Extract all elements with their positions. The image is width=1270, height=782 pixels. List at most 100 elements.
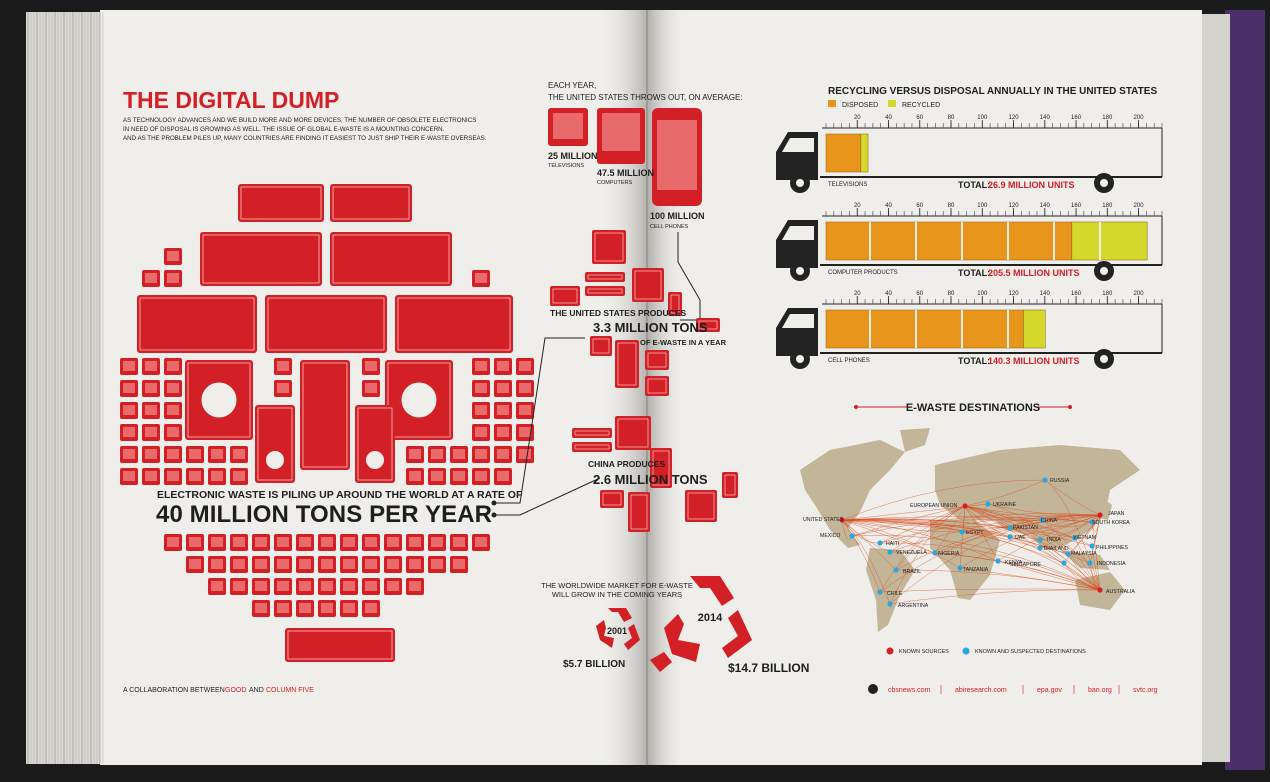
- rate-lead: ELECTRONIC WASTE IS PILING UP AROUND THE…: [157, 489, 523, 501]
- route: [851, 505, 966, 537]
- device-screen: [167, 273, 179, 283]
- bar-segment: [825, 221, 1073, 261]
- device-screen: [453, 471, 465, 481]
- legend-label: KNOWN AND SUSPECTED DESTINATIONS: [975, 649, 1086, 655]
- route: [841, 519, 881, 593]
- us-lead: THE UNITED STATES PRODUCES: [550, 308, 686, 318]
- destination-dot: [995, 558, 1001, 564]
- intro-line: AS TECHNOLOGY ADVANCES AND WE BUILD MORE…: [123, 117, 476, 124]
- device-screen: [519, 383, 531, 393]
- route: [841, 519, 1065, 564]
- route: [934, 505, 966, 554]
- recycle-large: [650, 576, 752, 672]
- device-piles: [550, 230, 738, 532]
- drum: [196, 377, 242, 423]
- x-tick-label: 100: [977, 203, 988, 209]
- sources: cbsnews.com abiresearch.com epa.gov ban.org…: [868, 684, 1158, 694]
- china-value: 2.6 MILLION TONS: [593, 472, 708, 487]
- device-screen: [202, 234, 320, 284]
- x-tick-label: 160: [1071, 115, 1082, 121]
- destination-dot: [877, 540, 883, 546]
- device-screen: [277, 537, 289, 547]
- device-screen: [233, 471, 245, 481]
- destination-dot: [932, 550, 938, 556]
- destination-dot: [1007, 534, 1013, 540]
- page-stack-left: [26, 12, 106, 764]
- device-screen: [519, 449, 531, 459]
- device-screen: [602, 492, 622, 506]
- device: [600, 490, 624, 508]
- legend-dot: [962, 647, 970, 655]
- route: [841, 516, 1093, 523]
- route: [964, 505, 1041, 549]
- route: [964, 505, 1091, 564]
- source-dot: [1097, 512, 1103, 518]
- place-label: ARGENTINA: [898, 603, 929, 609]
- device: [650, 448, 672, 488]
- device-screen: [617, 342, 637, 386]
- bar-segment: [1023, 309, 1046, 349]
- market-heading: THE WORLDWIDE MARKET FOR E-WASTE: [541, 581, 693, 590]
- device-screen: [453, 449, 465, 459]
- device-screen: [687, 492, 715, 520]
- device: [300, 360, 350, 470]
- device-screen: [409, 559, 421, 569]
- device-screen: [277, 383, 289, 393]
- device-screen: [409, 581, 421, 591]
- device-screen: [343, 603, 355, 613]
- hub: [1100, 355, 1108, 363]
- route: [1063, 562, 1101, 591]
- china-lead: CHINA PRODUCES: [588, 459, 665, 469]
- drum: [396, 377, 442, 423]
- place-label: HAITI: [886, 541, 899, 547]
- device: [592, 230, 626, 264]
- connector-dot: [491, 500, 497, 506]
- device-screen: [519, 427, 531, 437]
- device-screen: [724, 474, 736, 496]
- x-tick-label: 100: [977, 115, 988, 121]
- destination-dot: [1072, 535, 1078, 541]
- total-value: 205.5 MILLION UNITS: [988, 268, 1080, 278]
- destination-dot: [1042, 477, 1048, 483]
- route: [841, 519, 961, 569]
- legend-label: KNOWN SOURCES: [899, 649, 949, 655]
- device-screen: [670, 294, 680, 314]
- credit-text: A COLLABORATION BETWEEN: [123, 687, 225, 694]
- device-screen: [321, 559, 333, 569]
- x-tick-label: 80: [948, 291, 955, 297]
- x-tick-label: 120: [1009, 203, 1020, 209]
- total-value: 26.9 MILLION UNITS: [988, 180, 1075, 190]
- device: [238, 184, 324, 222]
- source-link: abiresearch.com: [955, 687, 1007, 694]
- place-label: RUSSIA: [1050, 478, 1070, 484]
- route: [959, 514, 1101, 569]
- device: [137, 295, 257, 353]
- device: [668, 292, 682, 316]
- device-screen: [634, 270, 662, 300]
- recycling-chart: DISPOSED RECYCLED 20 40 60 80 100 120 140 160 180 2…: [776, 100, 1163, 369]
- device-screen: [211, 471, 223, 481]
- destination-dot: [887, 601, 893, 607]
- device: [590, 336, 612, 356]
- device-screen: [277, 581, 289, 591]
- device-screen: [257, 407, 293, 481]
- route: [1074, 537, 1101, 591]
- device-screen: [519, 405, 531, 415]
- route: [889, 505, 966, 605]
- place-label: NIGERIA: [938, 551, 960, 557]
- device-screen: [167, 251, 179, 261]
- route: [1091, 521, 1101, 591]
- annual-value: 25 MILLION: [548, 151, 598, 161]
- device-screen: [299, 603, 311, 613]
- device: [200, 232, 322, 286]
- device-screen: [431, 559, 443, 569]
- device-screen: [123, 383, 135, 393]
- device-screen: [211, 581, 223, 591]
- x-tick-label: 200: [1134, 115, 1145, 121]
- x-tick-label: 120: [1009, 115, 1020, 121]
- route: [1039, 539, 1101, 591]
- device-screen: [387, 581, 399, 591]
- annual-heading: THE UNITED STATES THROWS OUT, ON AVERAGE…: [548, 93, 743, 102]
- device-screen: [299, 559, 311, 569]
- bar-segment: [825, 133, 862, 173]
